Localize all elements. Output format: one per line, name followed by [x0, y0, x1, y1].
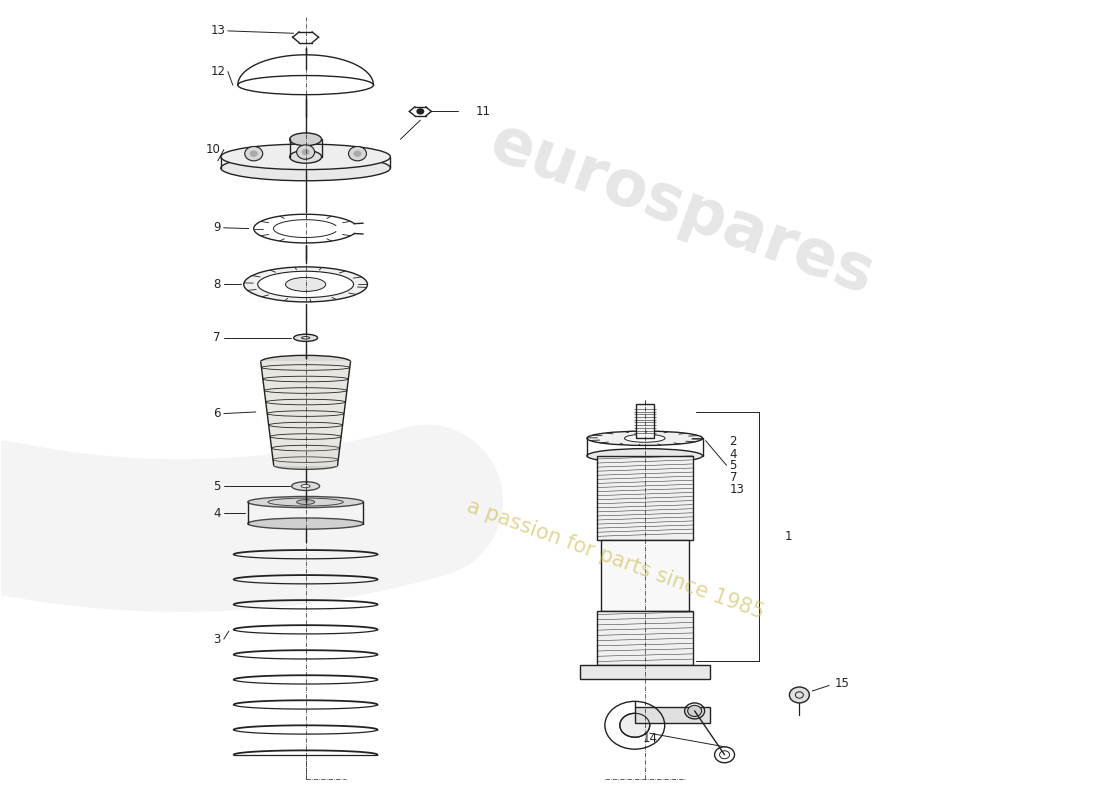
Text: 13: 13: [211, 24, 226, 38]
Polygon shape: [261, 362, 351, 466]
Text: 6: 6: [213, 407, 221, 420]
Circle shape: [349, 146, 366, 161]
Bar: [635, 707, 710, 723]
Text: 9: 9: [213, 222, 221, 234]
Text: 11: 11: [475, 105, 491, 118]
Text: 3: 3: [213, 633, 221, 646]
Circle shape: [301, 149, 309, 155]
Ellipse shape: [289, 150, 321, 163]
Text: 5: 5: [729, 459, 737, 472]
Ellipse shape: [286, 278, 326, 291]
Ellipse shape: [292, 482, 320, 490]
Circle shape: [245, 146, 263, 161]
Ellipse shape: [297, 500, 315, 505]
Circle shape: [790, 687, 810, 703]
Ellipse shape: [244, 267, 367, 302]
Text: 14: 14: [642, 732, 657, 746]
Ellipse shape: [248, 497, 363, 508]
Ellipse shape: [301, 485, 310, 488]
Ellipse shape: [625, 434, 666, 442]
Text: 8: 8: [213, 278, 221, 291]
Bar: [580, 665, 710, 679]
Text: 2: 2: [729, 435, 737, 448]
Ellipse shape: [289, 133, 321, 146]
Text: 5: 5: [213, 479, 221, 493]
Text: 7: 7: [213, 331, 221, 344]
Text: 15: 15: [834, 677, 849, 690]
Ellipse shape: [261, 355, 351, 368]
Ellipse shape: [301, 337, 309, 339]
Ellipse shape: [221, 155, 390, 181]
Bar: [597, 456, 693, 539]
Text: 1: 1: [784, 530, 792, 543]
Circle shape: [250, 150, 257, 157]
Text: 4: 4: [729, 448, 737, 461]
Text: eurospares: eurospares: [481, 110, 882, 307]
Ellipse shape: [221, 144, 390, 170]
Circle shape: [353, 150, 362, 157]
Ellipse shape: [587, 431, 703, 446]
Text: 12: 12: [211, 65, 226, 78]
Text: 7: 7: [729, 471, 737, 484]
Bar: [636, 404, 653, 438]
Circle shape: [297, 145, 315, 159]
Text: 4: 4: [213, 506, 221, 520]
Circle shape: [688, 706, 702, 717]
Ellipse shape: [248, 518, 363, 529]
Ellipse shape: [587, 449, 703, 463]
Ellipse shape: [619, 714, 650, 738]
Ellipse shape: [294, 334, 318, 342]
Text: 13: 13: [729, 482, 745, 496]
Text: 10: 10: [206, 143, 221, 156]
Bar: [597, 611, 693, 665]
Ellipse shape: [257, 271, 353, 298]
Circle shape: [416, 108, 425, 114]
Bar: [601, 539, 689, 611]
Ellipse shape: [274, 462, 338, 470]
Text: a passion for parts since 1985: a passion for parts since 1985: [464, 496, 768, 622]
